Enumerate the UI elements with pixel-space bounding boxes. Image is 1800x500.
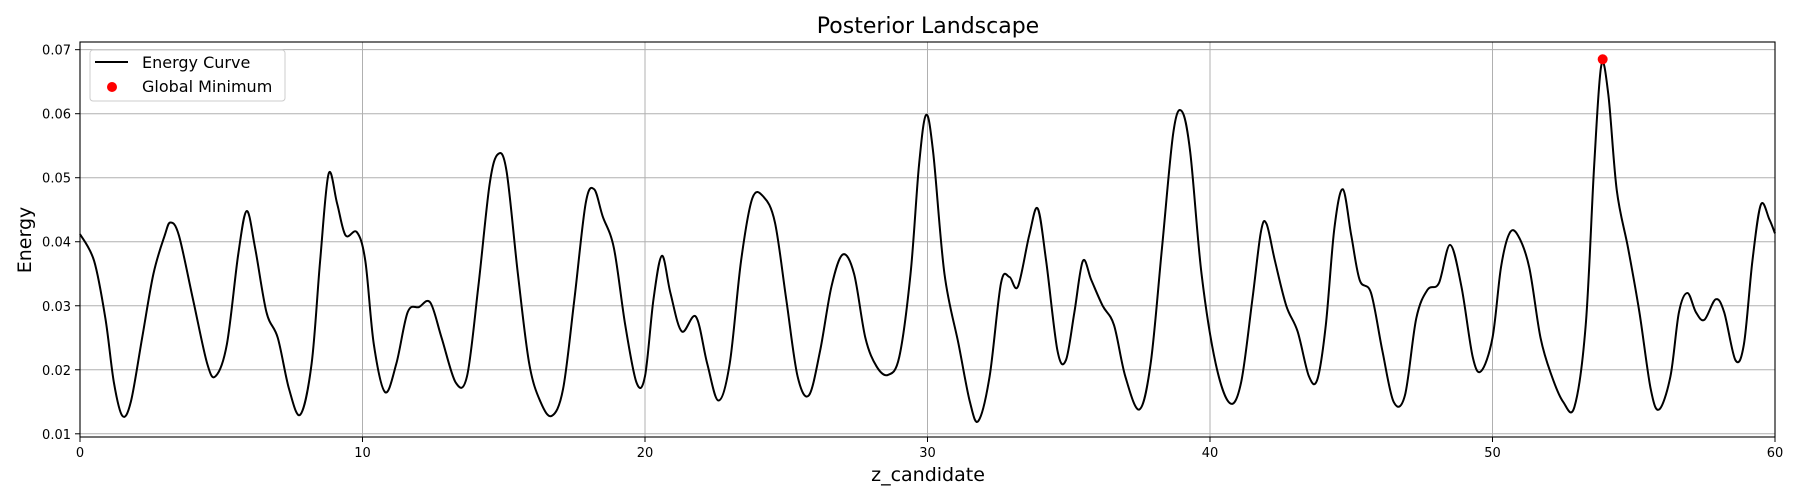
x-tick-label: 30 (919, 446, 936, 461)
x-tick-label: 0 (76, 446, 84, 461)
y-tick-label: 0.04 (42, 236, 71, 251)
x-tick-label: 60 (1767, 446, 1784, 461)
legend-label-energy-curve: Energy Curve (142, 53, 250, 72)
x-tick-label: 50 (1484, 446, 1501, 461)
global-minimum-point (1597, 54, 1608, 65)
y-tick-label: 0.03 (42, 300, 71, 315)
y-tick-label: 0.01 (42, 428, 71, 443)
y-tick-label: 0.02 (42, 364, 71, 379)
plot-series (79, 54, 1776, 423)
x-tick-label: 40 (1202, 446, 1219, 461)
axis-ticks: 0 10 20 30 40 50 60 0.01 0.02 0.03 0.04 0.05 0.06 0.0… (42, 44, 1783, 461)
y-tick-label: 0.05 (42, 172, 71, 187)
y-axis-label: Energy (14, 207, 36, 274)
legend-label-global-minimum: Global Minimum (142, 77, 272, 96)
y-tick-label: 0.06 (42, 108, 71, 123)
chart-title: Posterior Landscape (817, 14, 1039, 39)
x-tick-label: 10 (354, 446, 371, 461)
legend-box (89, 49, 286, 102)
legend-marker-icon (107, 82, 117, 92)
energy-curve-line (79, 61, 1776, 423)
grid-lines (79, 42, 1776, 437)
y-tick-label: 0.07 (42, 44, 71, 59)
x-tick-label: 20 (637, 446, 654, 461)
legend: Energy Curve Global Minimum (89, 49, 286, 102)
x-axis-label: z_candidate (871, 464, 985, 486)
